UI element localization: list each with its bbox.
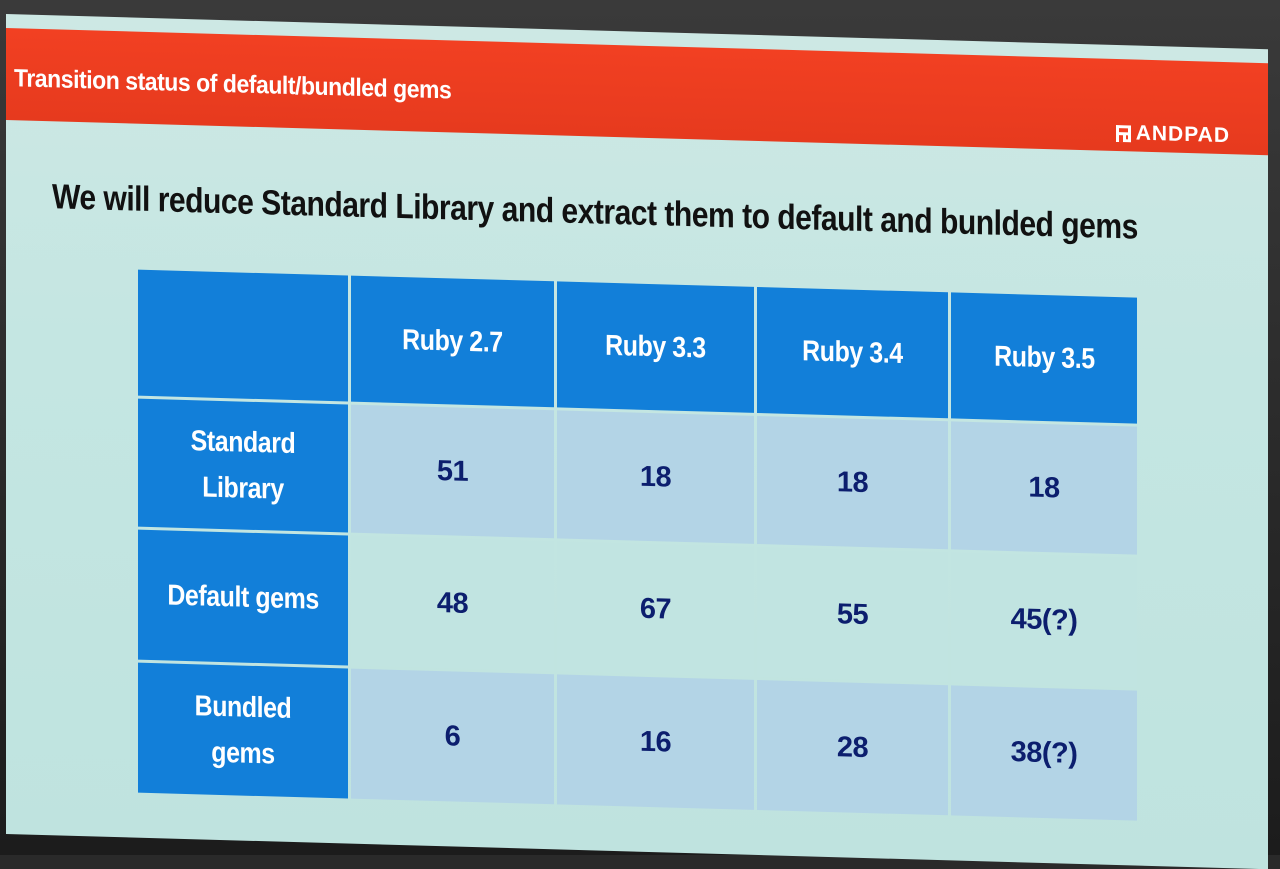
table-cell: 38(?) [951, 685, 1137, 821]
table-cell: 55 [757, 546, 948, 683]
table-corner-cell [138, 269, 348, 402]
row-header: Default gems [138, 529, 348, 666]
andpad-logo-icon [1115, 124, 1131, 142]
table-cell: 18 [951, 421, 1137, 555]
table-cell: 16 [557, 674, 754, 810]
table-cell: 51 [351, 404, 554, 539]
presentation-slide: Transition status of default/bundled gem… [6, 14, 1268, 869]
column-header: Ruby 3.5 [951, 292, 1137, 424]
table-cell: 45(?) [951, 552, 1137, 688]
row-header: Standard Library [138, 398, 348, 533]
gems-table: Ruby 2.7 Ruby 3.3 Ruby 3.4 Ruby 3.5 Stan… [138, 269, 1137, 821]
column-header: Ruby 2.7 [351, 275, 554, 408]
slide-title: Transition status of default/bundled gem… [14, 64, 452, 105]
brand-logo: ANDPAD [1115, 121, 1230, 148]
table-cell: 48 [351, 535, 554, 672]
brand-name: ANDPAD [1135, 121, 1230, 148]
slide-headline: We will reduce Standard Library and extr… [52, 177, 1138, 247]
table-cell: 28 [757, 679, 948, 816]
row-header: Bundled gems [138, 662, 348, 799]
table-cell: 67 [557, 541, 754, 677]
slide-header-bar: Transition status of default/bundled gem… [6, 28, 1268, 156]
table-cell: 6 [351, 668, 554, 805]
table-cell: 18 [757, 415, 948, 550]
column-header: Ruby 3.3 [557, 281, 754, 413]
column-header: Ruby 3.4 [757, 286, 948, 419]
table-cell: 18 [557, 410, 754, 544]
